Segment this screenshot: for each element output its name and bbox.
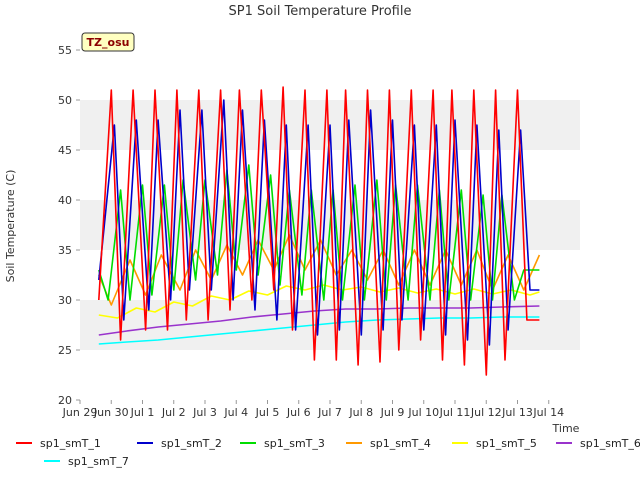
- y-tick-label: 35: [58, 244, 72, 257]
- x-tick-label: Jun 29: [62, 406, 98, 419]
- x-tick-label: Jul 6: [286, 406, 311, 419]
- legend-label: sp1_smT_3: [264, 436, 325, 450]
- x-axis-label: Time: [552, 422, 580, 435]
- x-tick-label: Jul 4: [223, 406, 248, 419]
- legend-swatch: [44, 460, 60, 462]
- legend-swatch: [556, 442, 572, 444]
- legend-item-sp1_smT_3: sp1_smT_3: [240, 436, 325, 450]
- plot-band: [80, 350, 580, 400]
- x-tick-label: Jul 3: [192, 406, 217, 419]
- x-tick-label: Jul 9: [380, 406, 405, 419]
- y-tick-label: 30: [58, 294, 72, 307]
- x-tick-label: Jul 1: [130, 406, 155, 419]
- chart-title: SP1 Soil Temperature Profile: [229, 4, 412, 19]
- series-line-sp1_smT_1: [98, 86, 540, 376]
- legend-item-sp1_smT_7: sp1_smT_7: [44, 454, 129, 468]
- legend-label: sp1_smT_2: [161, 436, 222, 450]
- series-line-sp1_smT_6: [98, 305, 540, 336]
- series-line-sp1_smT_7: [98, 316, 540, 345]
- series-lines: [98, 86, 541, 376]
- legend-swatch: [16, 442, 32, 444]
- legend-label: sp1_smT_5: [476, 436, 537, 450]
- legend-item-sp1_smT_4: sp1_smT_4: [346, 436, 431, 450]
- chart-legend: sp1_smT_1 sp1_smT_2 sp1_smT_3 sp1_smT_4 sp1_…: [0, 432, 640, 480]
- legend-label: sp1_smT_4: [370, 436, 431, 450]
- x-tick-label: Jun 30: [93, 406, 129, 419]
- y-tick-label: 50: [58, 94, 72, 107]
- legend-item-sp1_smT_2: sp1_smT_2: [137, 436, 222, 450]
- x-tick-label: Jul 11: [439, 406, 471, 419]
- y-axis-label: Soil Temperature (C): [4, 170, 17, 283]
- x-tick-label: Jul 8: [348, 406, 373, 419]
- legend-item-sp1_smT_6: sp1_smT_6: [556, 436, 640, 450]
- x-tick-label: Jul 14: [532, 406, 564, 419]
- legend-swatch: [452, 442, 468, 444]
- tz-annotation-text: TZ_osu: [87, 36, 130, 49]
- legend-label: sp1_smT_1: [40, 436, 101, 450]
- x-tick-label: Jul 13: [501, 406, 533, 419]
- legend-swatch: [346, 442, 362, 444]
- legend-swatch: [137, 442, 153, 444]
- y-axis-ticks: 20 25 30 35 40 45 50 55: [58, 44, 80, 407]
- legend-item-sp1_smT_1: sp1_smT_1: [16, 436, 101, 450]
- legend-label: sp1_smT_7: [68, 454, 129, 468]
- x-tick-label: Jul 7: [317, 406, 342, 419]
- y-tick-label: 20: [58, 394, 72, 407]
- y-tick-label: 40: [58, 194, 72, 207]
- x-tick-label: Jul 10: [407, 406, 439, 419]
- legend-label: sp1_smT_6: [580, 436, 640, 450]
- y-tick-label: 55: [58, 44, 72, 57]
- x-tick-label: Jul 12: [470, 406, 502, 419]
- series-line-sp1_smT_5: [98, 284, 540, 319]
- x-tick-label: Jul 5: [255, 406, 280, 419]
- plot-band: [80, 50, 580, 100]
- tz-annotation: TZ_osu: [81, 32, 135, 52]
- legend-swatch: [240, 442, 256, 444]
- y-tick-label: 25: [58, 344, 72, 357]
- x-tick-label: Jul 2: [161, 406, 186, 419]
- legend-item-sp1_smT_5: sp1_smT_5: [452, 436, 537, 450]
- y-tick-label: 45: [58, 144, 72, 157]
